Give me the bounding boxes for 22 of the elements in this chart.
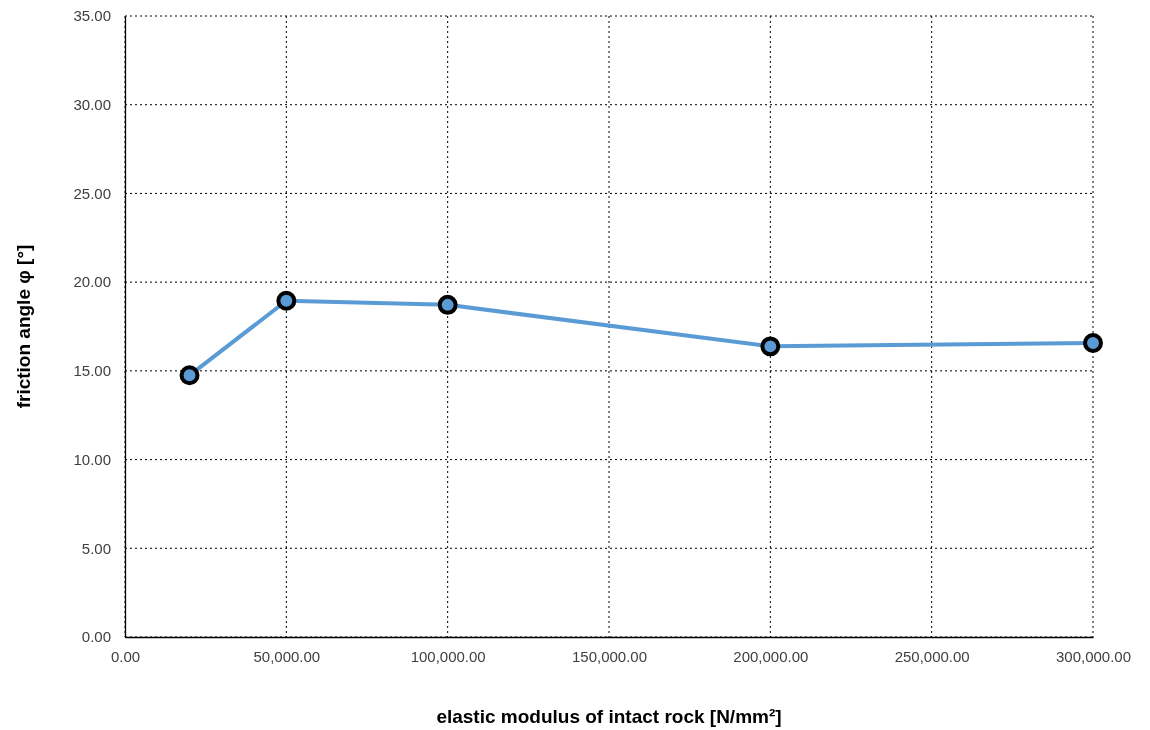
x-tick-label: 250,000.00	[894, 647, 970, 665]
y-tick-label: 35.00	[73, 7, 111, 25]
y-tick-label: 10.00	[73, 450, 111, 468]
y-tick-label: 25.00	[73, 184, 111, 202]
y-tick-label: 30.00	[73, 96, 111, 114]
x-tick-label: 100,000.00	[410, 647, 486, 665]
x-tick-label: 200,000.00	[733, 647, 809, 665]
x-tick-label: 300,000.00	[1055, 647, 1132, 665]
point	[276, 290, 297, 311]
point	[1083, 333, 1103, 353]
x-tick-label: 50,000.00	[253, 647, 321, 665]
y-tick-label: 20.00	[73, 273, 111, 291]
y-tick-label: 5.00	[81, 539, 111, 557]
y-tick-label: 15.00	[73, 362, 111, 380]
x-axis-title: elastic modulus of intact rock [N/mm²]	[436, 706, 782, 727]
x-tick-label: 150,000.00	[571, 647, 648, 665]
point	[179, 365, 200, 386]
point	[760, 336, 781, 357]
y-axis-title: friction angle φ [°]	[13, 244, 34, 409]
x-tick-label: 0.00	[110, 647, 141, 665]
y-tick-label: 0.00	[81, 628, 111, 646]
point	[437, 294, 458, 315]
